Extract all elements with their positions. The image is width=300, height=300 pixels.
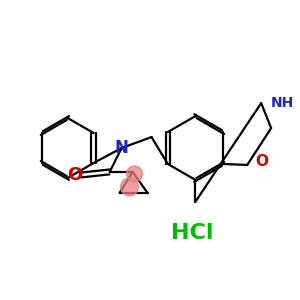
Text: N: N <box>115 139 129 157</box>
Text: NH: NH <box>271 96 294 110</box>
Circle shape <box>127 166 142 182</box>
Text: O: O <box>67 166 83 184</box>
Circle shape <box>121 178 139 196</box>
Text: HCl: HCl <box>171 223 214 243</box>
Text: O: O <box>255 154 268 169</box>
